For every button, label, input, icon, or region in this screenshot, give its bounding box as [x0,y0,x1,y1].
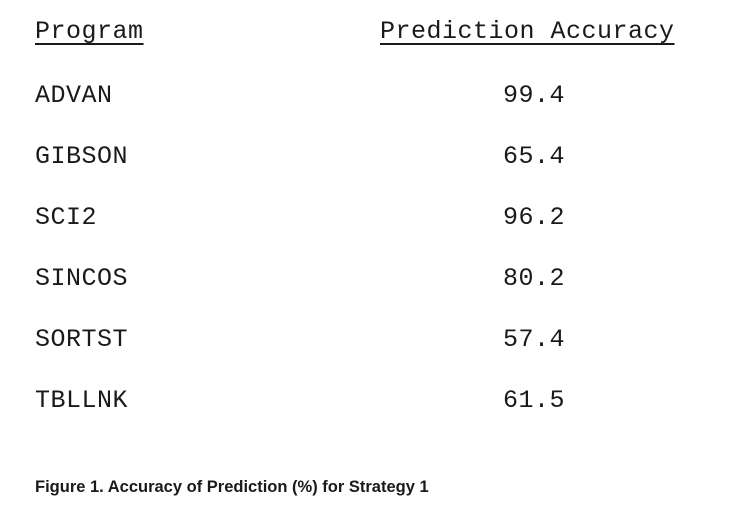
row-program-name: SORTST [35,325,129,354]
row-accuracy-value: 96.2 [503,203,566,232]
row-program-name: TBLLNK [35,386,129,415]
row-accuracy-value: 61.5 [503,386,566,415]
row-accuracy-value: 80.2 [503,264,566,293]
row-accuracy-value: 57.4 [503,325,566,354]
column-header-prediction-accuracy: Prediction Accuracy [380,17,675,46]
row-accuracy-value: 65.4 [503,142,566,171]
row-program-name: ADVAN [35,81,113,110]
row-accuracy-value: 99.4 [503,81,566,110]
row-program-name: GIBSON [35,142,129,171]
figure-caption: Figure 1. Accuracy of Prediction (%) for… [35,478,429,496]
row-program-name: SINCOS [35,264,129,293]
row-program-name: SCI2 [35,203,98,232]
column-header-program: Program [35,17,144,46]
